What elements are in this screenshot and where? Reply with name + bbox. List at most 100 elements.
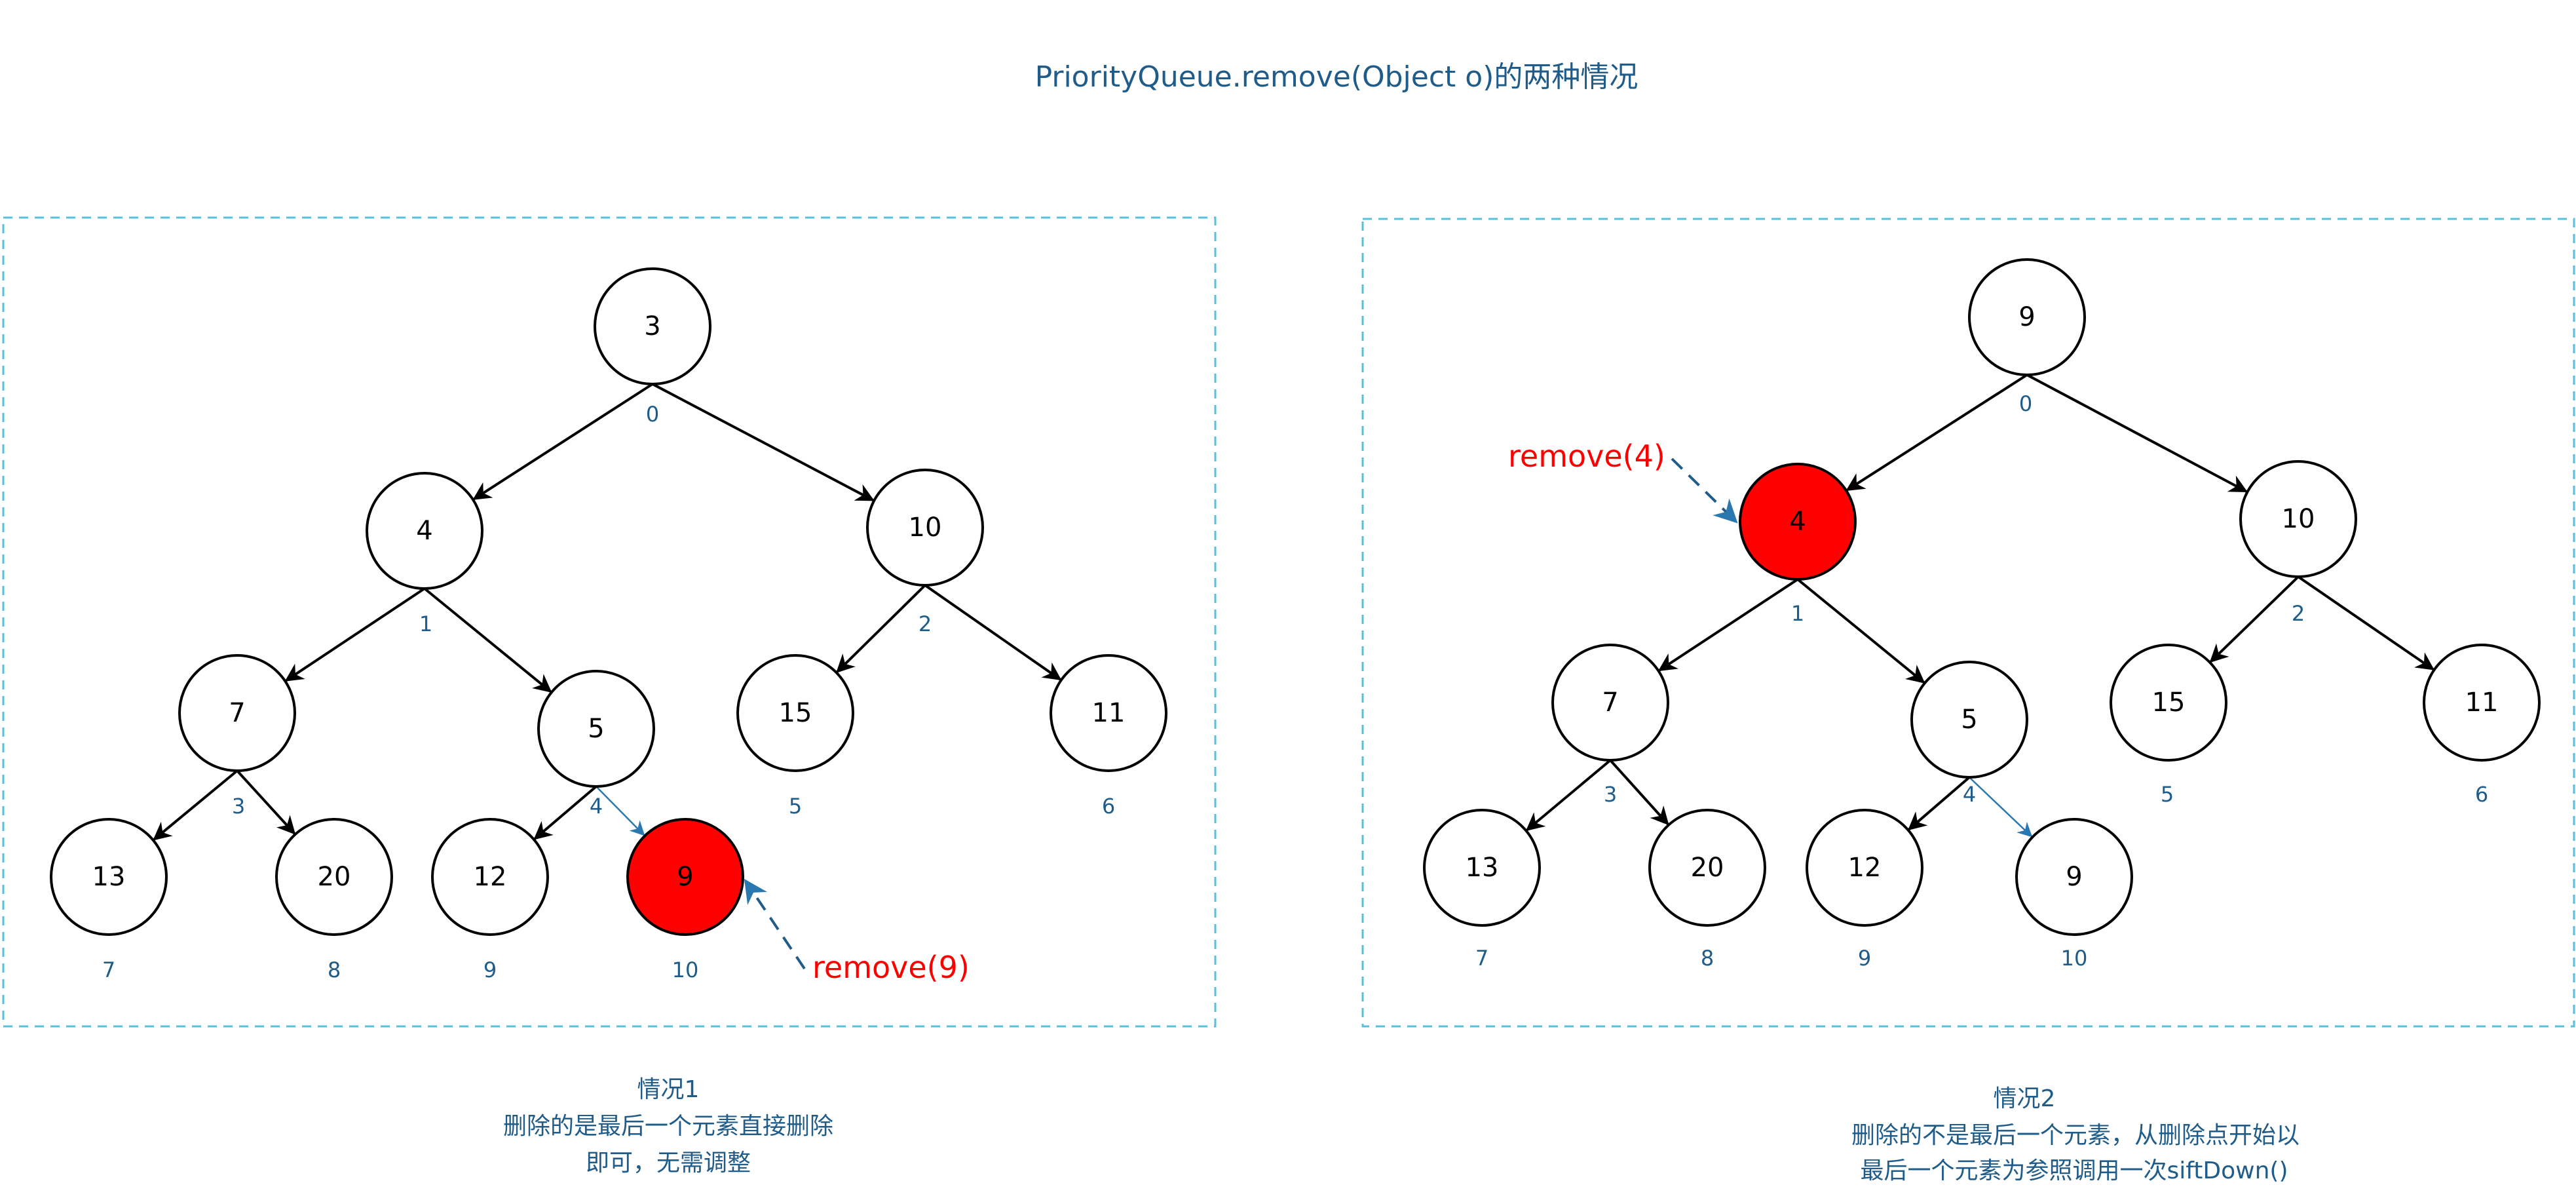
node-value: 9 [2066, 862, 2082, 892]
tree-node: 13 7 [1423, 809, 1541, 971]
node-value: 10 [909, 513, 942, 543]
node-index: 3 [232, 794, 245, 819]
node-value: 12 [1848, 853, 1882, 883]
case1-edge-2-6 [924, 584, 1062, 681]
node-index: 2 [919, 611, 932, 636]
node-circle [2423, 644, 2541, 762]
node-index: 2 [2292, 601, 2305, 626]
tree-node: 73 [178, 654, 296, 819]
case1-edge-4-10 [596, 786, 645, 836]
tree-node: 11 6 [2423, 644, 2541, 807]
node-circle [1423, 809, 1541, 927]
case2-edge-1-4 [1796, 578, 1925, 684]
node-circle [1968, 258, 2086, 376]
removed-node-circle [1739, 463, 1857, 581]
case1-caption-title: 情况1 [637, 1076, 700, 1103]
case2-edge-4-9 [1908, 776, 1971, 831]
node-index: 9 [1858, 946, 1871, 971]
removed-node-circle [626, 818, 744, 936]
tree-node: 10 2 [866, 469, 984, 636]
case1-edge-3-7 [153, 769, 238, 841]
case2-edges [1525, 374, 2435, 838]
tree-node: 20 8 [275, 818, 393, 982]
case2-caption-line1: 删除的不是最后一个元素，从删除点开始以 [1851, 1122, 2300, 1149]
tree-node: 73 [1551, 644, 1669, 807]
case2-edge-0-2 [2026, 374, 2248, 493]
node-index: 1 [1791, 601, 1804, 626]
node-value: 15 [2152, 688, 2186, 718]
node-value: 4 [416, 516, 432, 546]
node-index: 6 [1102, 794, 1115, 819]
node-circle [866, 469, 984, 587]
node-circle [2015, 818, 2133, 936]
tree-node: 54 [1910, 661, 2028, 807]
node-index: 0 [646, 402, 659, 427]
node-circle [1648, 809, 1766, 927]
case1-remove-arrow [744, 879, 806, 970]
tree-node: 90 [1968, 258, 2086, 416]
tree-node: 9 10 [2015, 818, 2133, 971]
tree-node: 9 10 [626, 818, 744, 982]
case2-edge-3-8 [1609, 759, 1669, 826]
tree-node: 15 5 [736, 654, 854, 819]
node-circle [431, 818, 549, 936]
node-value: 10 [2282, 504, 2315, 534]
node-index: 3 [1604, 782, 1617, 807]
node-index: 1 [419, 611, 432, 636]
case2-edge-2-5 [2209, 575, 2300, 663]
node-value: 9 [2018, 302, 2035, 332]
node-value: 12 [474, 862, 507, 892]
node-circle [178, 654, 296, 772]
case1-edge-0-2 [652, 383, 875, 501]
node-circle [1910, 661, 2028, 779]
node-value: 13 [1466, 853, 1499, 883]
node-index: 7 [102, 958, 115, 982]
case2-edge-4-10 [1969, 777, 2033, 838]
node-index: 5 [2161, 782, 2174, 807]
case2-remove-arrow [1671, 457, 1738, 524]
node-index: 7 [1475, 946, 1488, 971]
case2-edge-1-3 [1657, 578, 1799, 672]
case2-edge-2-6 [2297, 575, 2435, 670]
node-value: 15 [779, 698, 812, 728]
case1-edge-3-8 [236, 769, 296, 835]
case2-caption-title: 情况2 [1994, 1085, 2056, 1112]
case2-caption-line2: 最后一个元素为参照调用一次siftDown() [1860, 1157, 2288, 1184]
node-circle [366, 472, 483, 590]
node-index: 5 [789, 794, 802, 819]
node-circle [594, 267, 711, 385]
case1-remove-label: remove(9) [812, 950, 970, 985]
node-circle [2110, 644, 2227, 762]
tree-node: 10 2 [2239, 460, 2357, 626]
node-index: 10 [2061, 946, 2088, 971]
tree-node: 12 9 [431, 818, 549, 982]
node-index: 4 [590, 794, 603, 819]
node-index: 6 [2475, 782, 2488, 807]
node-circle [1551, 644, 1669, 762]
case1-edges [153, 383, 1062, 841]
node-circle [1050, 654, 1167, 772]
node-circle [50, 818, 168, 936]
node-index: 8 [1701, 946, 1714, 971]
case1-caption-line1: 删除的是最后一个元素直接删除 [503, 1113, 833, 1140]
tree-node: 54 [537, 670, 655, 819]
node-value: 9 [677, 862, 693, 892]
node-circle [736, 654, 854, 772]
tree-node: 41 [366, 472, 483, 636]
node-value: 5 [1961, 705, 1977, 735]
node-value: 20 [318, 862, 351, 892]
node-circle [275, 818, 393, 936]
case2-edge-3-7 [1525, 759, 1612, 832]
node-circle [537, 670, 655, 788]
node-value: 5 [588, 714, 604, 744]
tree-node: 15 5 [2110, 644, 2227, 807]
case1-edge-0-1 [472, 383, 654, 500]
node-value: 7 [1602, 688, 1618, 718]
case1-border [2, 216, 1217, 1028]
case1-edge-2-5 [836, 584, 926, 673]
node-index: 0 [2019, 391, 2032, 416]
